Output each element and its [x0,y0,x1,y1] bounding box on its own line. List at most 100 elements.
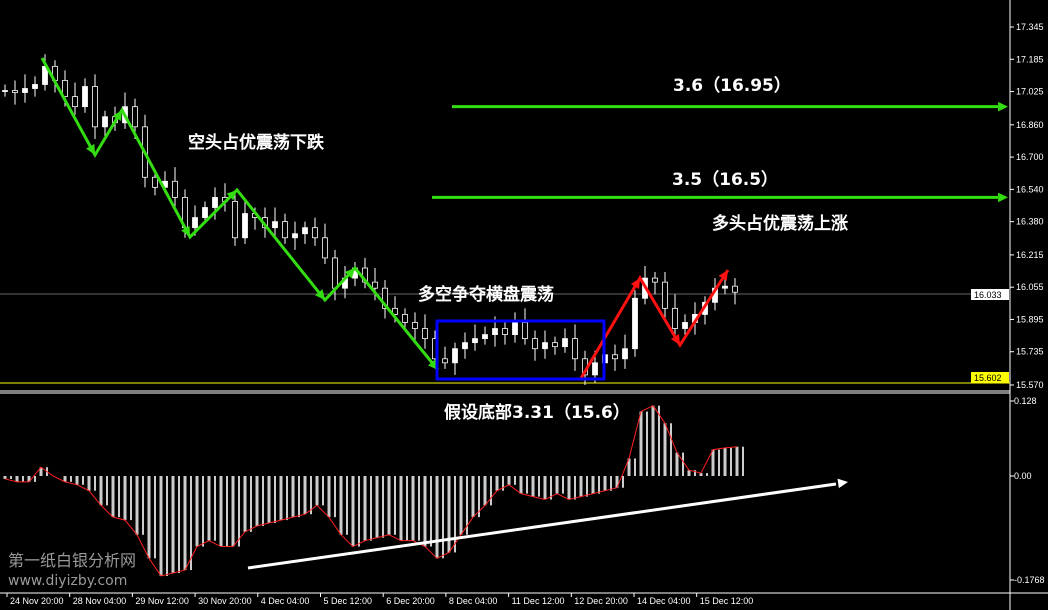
candle-body [622,348,628,360]
candle-body [392,307,398,315]
bull-arrow-head [630,278,640,289]
candle-body [302,227,308,235]
candle-body [152,176,158,188]
watermark-url: www.diyizby.com [8,573,127,589]
candle-body [62,80,68,97]
candle-body [732,285,738,293]
candle-body [312,227,318,239]
x-tick-label: 14 Dec 04:00 [637,596,691,606]
x-tick-label: 4 Dec 04:00 [261,596,310,606]
candle-body [552,342,558,348]
x-tick-label: 28 Nov 04:00 [73,596,127,606]
candle-body [522,322,528,340]
price-tick-label: 16.215 [1016,250,1044,260]
candle-body [332,257,338,289]
candle-body [442,358,448,364]
candle-body [172,180,178,198]
candle-body [102,116,108,128]
signal-line [4,405,738,577]
candle-body [282,221,288,239]
target-arrow-head [998,101,1008,112]
candle-body [492,328,498,335]
candle-body [482,334,488,340]
price-tick-label: 16.860 [1016,120,1044,130]
price-tick-label: 17.345 [1016,22,1044,32]
annotation-bear: 空头占优震荡下跌 [188,132,325,153]
candle-body [382,287,388,309]
bear-arrow-head [344,268,355,279]
candle-body [242,213,248,239]
bear-zigzag-path [40,57,440,371]
candle-body [2,90,8,92]
price-tick-label: 16.380 [1016,217,1044,227]
price-tick-label: 16.055 [1016,282,1044,292]
price-tick-label: 15.895 [1016,314,1044,324]
candle-body [452,348,458,364]
candle-body [652,277,658,283]
candle-body [212,197,218,208]
x-tick-label: 5 Dec 12:00 [324,596,373,606]
x-tick-label: 29 Nov 12:00 [135,596,189,606]
candle-body [232,201,238,239]
price-tick-label: 15.570 [1016,380,1044,390]
indicator-tick-label: -0.1768 [1014,575,1045,585]
candle-body [532,338,538,350]
trend-arrow [247,482,837,570]
candle-body [562,338,568,348]
candle-body [462,342,468,350]
candle-body [502,328,508,335]
current-price-badge [971,289,1009,300]
candle-body [612,354,618,360]
price-tick-label: 16.540 [1016,184,1044,194]
candle-body [322,237,328,259]
marker-price-label: 15.602 [974,373,1002,383]
indicator-tick-label: 0.128 [1014,396,1037,406]
candle-body [422,328,428,340]
bear-arrow-head [181,226,190,237]
candle-body [662,281,668,309]
candle-body [542,342,548,350]
x-tick-label: 24 Nov 20:00 [10,596,64,606]
x-tick-label: 15 Dec 12:00 [700,596,754,606]
bull-arrow-head [718,270,728,281]
candle-body [92,86,98,128]
price-tick-label: 17.185 [1016,54,1044,64]
candle-body [592,362,598,376]
candle-body [292,233,298,239]
candle-body [192,217,198,229]
annotation-bottom: 假设底部3.31（15.6） [444,402,630,423]
watermark-name: 第一纸白银分析网 [8,551,136,570]
price-tick-label: 15.735 [1016,347,1044,357]
candle-body [12,90,18,93]
trend-arrow-head [837,478,848,489]
indicator-tick-label: 0.00 [1014,471,1032,481]
candle-body [82,86,88,108]
annotation-range: 多空争夺横盘震荡 [418,284,554,305]
candle-body [372,281,378,289]
x-tick-label: 30 Nov 20:00 [198,596,252,606]
price-tick-label: 16.700 [1016,152,1044,162]
range-box [435,319,606,381]
candle-body [672,307,678,329]
candle-body [32,84,38,89]
candle-body [402,314,408,323]
candle-body [632,297,638,350]
bull-zigzag-path [578,269,730,381]
marker-price-badge [971,372,1009,383]
candle-body [472,338,478,344]
annotation-bull: 多头占优震荡上涨 [712,213,848,234]
annotation-target1: 3.6（16.95） [673,75,791,96]
candle-body [412,322,418,329]
price-tick-label: 17.025 [1016,87,1044,97]
candle-body [202,207,208,218]
x-tick-label: 6 Dec 20:00 [386,596,435,606]
candle-body [272,221,278,229]
x-tick-label: 8 Dec 04:00 [449,596,498,606]
candle-body [572,338,578,360]
x-tick-label: 11 Dec 12:00 [512,596,565,606]
bear-arrow-head [315,289,325,300]
candle-body [132,106,138,128]
candle-body [512,322,518,335]
current-price-label: 16.033 [974,290,1002,300]
candle-body [722,285,728,289]
